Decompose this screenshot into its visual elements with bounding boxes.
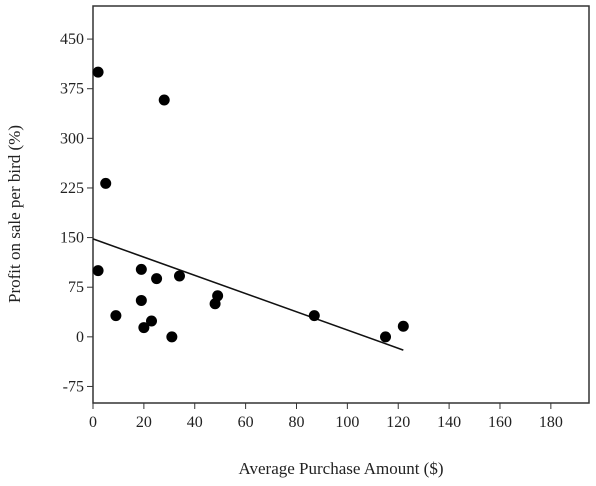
data-points — [92, 66, 409, 343]
y-tick-label: 225 — [60, 180, 84, 197]
data-point — [151, 273, 163, 285]
x-tick-label: 80 — [288, 414, 304, 431]
y-axis-title: Profit on sale per bird (%) — [5, 125, 24, 303]
y-tick-label: 75 — [68, 279, 84, 296]
data-point — [146, 315, 158, 327]
y-axis: -75 0 75 150 225 300 375 450 — [60, 31, 93, 395]
x-axis-title: Average Purchase Amount ($) — [238, 459, 443, 478]
data-point — [92, 66, 104, 78]
x-tick-label: 40 — [187, 414, 203, 431]
trend-line-group — [92, 238, 404, 351]
data-point — [173, 270, 185, 282]
data-point — [110, 310, 122, 322]
data-point — [209, 298, 221, 310]
plot-frame — [92, 5, 590, 404]
data-point — [166, 331, 178, 343]
x-tick-label: 120 — [386, 414, 410, 431]
data-point — [100, 177, 112, 189]
y-tick-label: -75 — [63, 378, 84, 395]
x-tick-label: 0 — [89, 414, 97, 431]
y-tick-label: 450 — [60, 31, 84, 48]
x-tick-label: 160 — [488, 414, 512, 431]
data-point — [135, 263, 147, 275]
x-tick-label: 20 — [136, 414, 152, 431]
y-tick-label: 150 — [60, 230, 84, 247]
trend-line — [92, 238, 404, 351]
y-tick-label: 300 — [60, 130, 84, 147]
x-tick-label: 60 — [238, 414, 254, 431]
data-point — [380, 331, 392, 343]
x-tick-label: 100 — [335, 414, 359, 431]
y-tick-label: 0 — [76, 329, 84, 346]
data-point — [397, 320, 409, 332]
data-point — [158, 94, 170, 106]
data-point — [92, 265, 104, 277]
data-point — [308, 310, 320, 322]
x-tick-label: 180 — [539, 414, 563, 431]
data-point — [138, 322, 150, 334]
data-point — [135, 294, 147, 306]
x-tick-label: 140 — [437, 414, 461, 431]
y-tick-label: 375 — [60, 81, 84, 98]
x-axis: 0 20 40 60 80 100 120 140 160 180 — [89, 403, 563, 431]
